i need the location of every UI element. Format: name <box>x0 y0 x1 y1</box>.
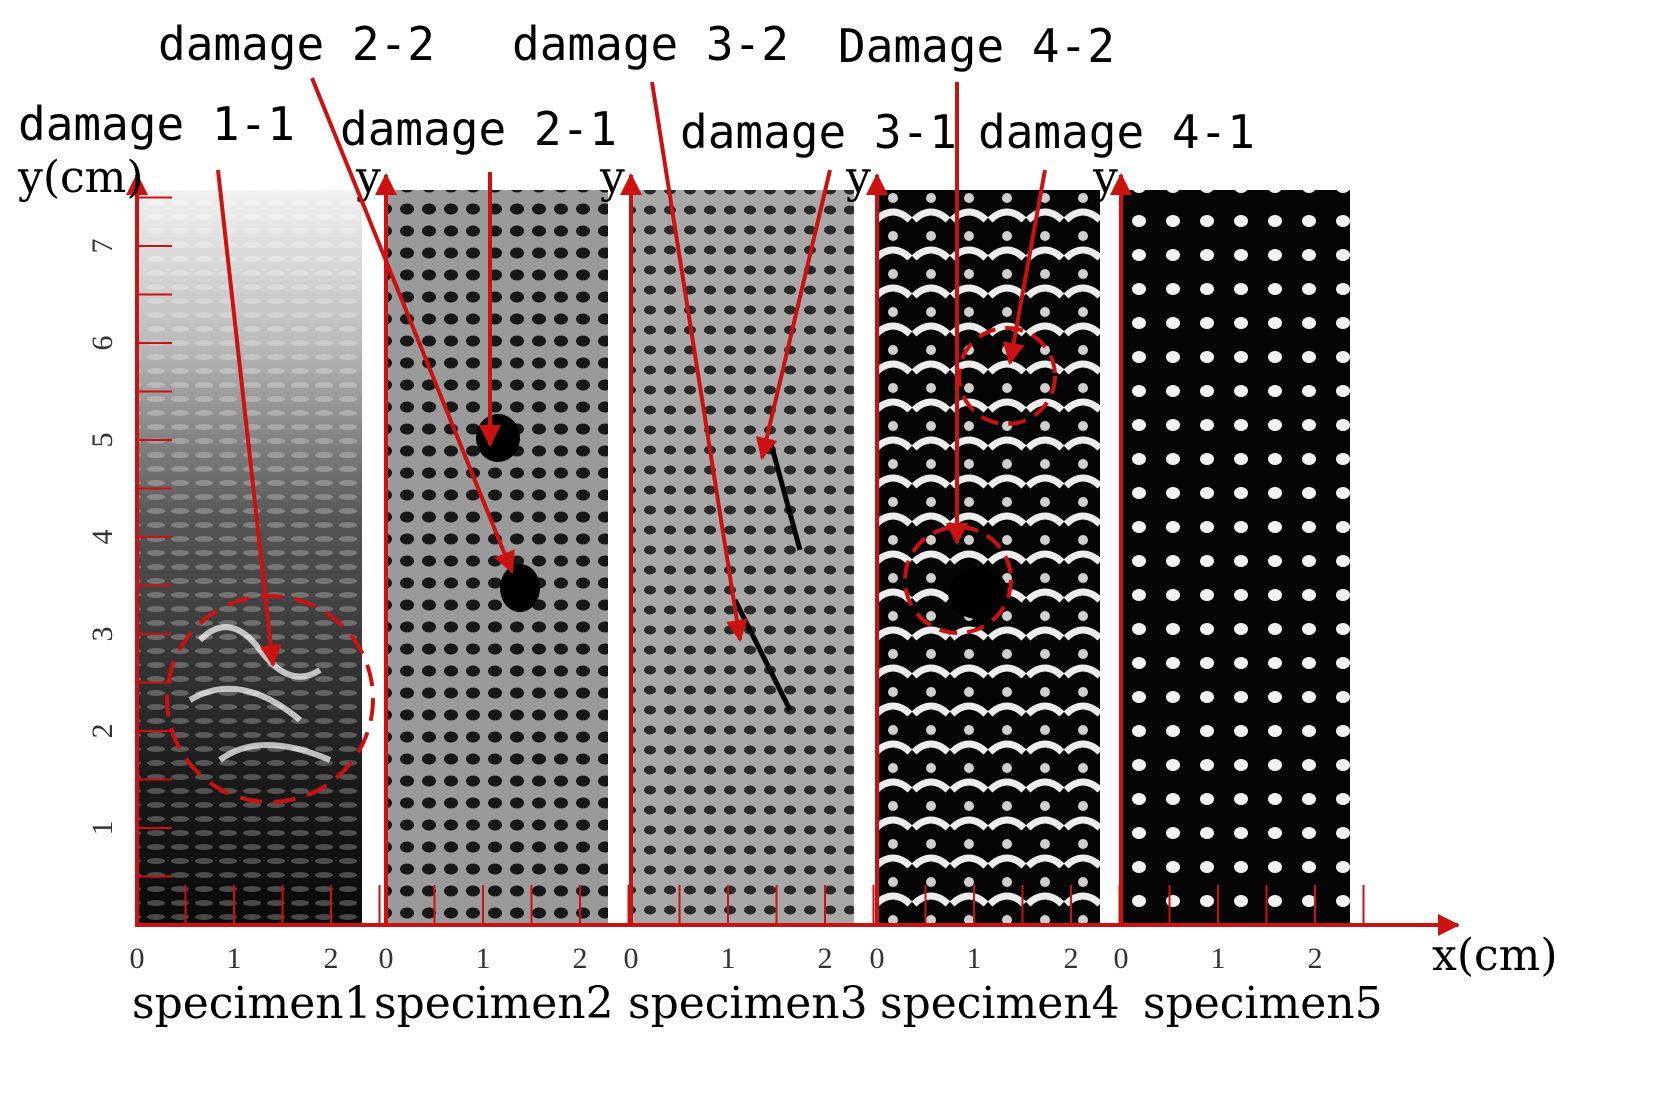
damage-annotations <box>165 77 1057 804</box>
damage-4-1-label: damage 4-1 <box>978 105 1255 159</box>
y-tick-label: 7 <box>86 239 119 254</box>
x-tick-label: 0 <box>1114 942 1129 975</box>
x-tick-label: 1 <box>721 942 736 975</box>
damage-1-1-circle <box>165 594 375 804</box>
specimen5-label: specimen5 <box>1143 978 1383 1029</box>
y-tick-label: 5 <box>86 433 119 448</box>
specimen4-image <box>878 190 1100 925</box>
damage-1-1-label: damage 1-1 <box>18 97 295 151</box>
y-axis-label-specimen5: y <box>1092 152 1118 203</box>
y-axis-label-specimen4: y <box>845 152 871 203</box>
axis-ticks <box>137 196 1365 925</box>
x-tick-label: 0 <box>870 942 885 975</box>
y-tick-label: 3 <box>86 627 119 642</box>
y-tick-labels: 1 2 3 4 5 6 7 <box>86 239 119 836</box>
specimen5-image <box>1122 190 1350 925</box>
y-tick-label: 1 <box>86 821 119 836</box>
damage-2-1-label: damage 2-1 <box>340 102 617 156</box>
x-tick-label: 2 <box>324 942 339 975</box>
x-tick-label: 0 <box>130 942 145 975</box>
damage-3-2-arrow <box>650 81 748 642</box>
specimen4-label: specimen4 <box>880 978 1120 1029</box>
x-tick-label: 2 <box>818 942 833 975</box>
x-tick-label: 1 <box>967 942 982 975</box>
y-axis-label-specimen1: y(cm) <box>17 152 144 203</box>
damage-3-1-label: damage 3-1 <box>680 105 957 159</box>
specimen2-label: specimen2 <box>374 978 614 1029</box>
specimen1-label: specimen1 <box>132 978 372 1029</box>
x-tick-labels: 0 1 2 0 1 2 0 1 2 0 1 2 0 1 2 <box>130 942 1323 975</box>
x-tick-label: 2 <box>1308 942 1323 975</box>
damage-2-2-arrow <box>310 77 515 574</box>
x-tick-label: 0 <box>624 942 639 975</box>
y-axis-label-specimen3: y <box>599 152 625 203</box>
damage-1-1-arrow <box>216 169 282 667</box>
damage-4-1-arrow <box>1002 169 1047 365</box>
x-tick-label: 1 <box>1211 942 1226 975</box>
y-tick-label: 6 <box>86 336 119 351</box>
specimen-images <box>138 190 1350 925</box>
x-tick-label: 0 <box>379 942 394 975</box>
damage-4-2-circle <box>903 525 1013 635</box>
specimen3-label: specimen3 <box>628 978 868 1029</box>
damage-3-1-arrow <box>755 169 832 460</box>
damage-3-2-label: damage 3-2 <box>512 17 789 71</box>
x-tick-label: 2 <box>573 942 588 975</box>
specimen3-image <box>632 190 854 925</box>
specimen1-image <box>138 190 362 925</box>
specimen2-image <box>388 190 608 925</box>
y-tick-label: 2 <box>86 724 119 739</box>
x-tick-label: 1 <box>476 942 491 975</box>
x-axis-label: x(cm) <box>1432 930 1558 981</box>
axes <box>126 173 1460 936</box>
y-tick-label: 4 <box>86 530 119 545</box>
x-tick-label: 2 <box>1064 942 1079 975</box>
damage-4-2-label: Damage 4-2 <box>838 19 1115 73</box>
damage-2-2-label: damage 2-2 <box>158 17 435 71</box>
x-tick-label: 1 <box>227 942 242 975</box>
